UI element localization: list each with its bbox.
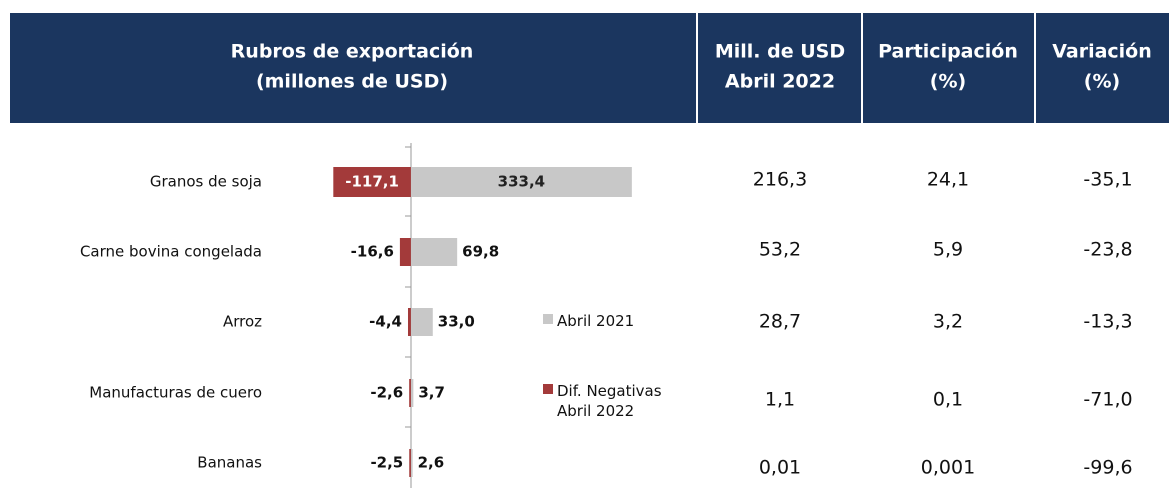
legend-label: Dif. Negativas Abril 2022: [557, 382, 662, 420]
cell: 5,9: [933, 239, 963, 261]
cell: 53,2: [759, 239, 801, 261]
cell: 216,3: [753, 169, 807, 191]
bar: [399, 238, 411, 266]
cell: -23,8: [1083, 239, 1132, 261]
value-label: -2,6: [370, 384, 403, 402]
header-text: (%): [930, 71, 966, 93]
bar: [410, 238, 458, 266]
cell: 3,2: [933, 311, 963, 333]
legend-swatch: [543, 384, 553, 394]
header-text: Mill. de USD: [715, 41, 845, 63]
value-label: 33,0: [438, 313, 475, 331]
header-bg: [10, 13, 1169, 123]
value-label: 3,7: [418, 384, 445, 402]
value-label: -117,1: [345, 173, 399, 191]
header-text: (millones de USD): [256, 71, 448, 93]
bar: [410, 167, 632, 197]
cell: -35,1: [1083, 169, 1132, 191]
bar: [407, 308, 411, 336]
value-label: 69,8: [462, 243, 499, 261]
category-label: Granos de soja: [150, 173, 262, 191]
category-label: Arroz: [223, 313, 262, 331]
bar: [410, 308, 433, 336]
value-label: -4,4: [369, 313, 402, 331]
legend-swatch: [543, 314, 553, 324]
cell: 0,1: [933, 389, 963, 411]
value-label: 2,6: [418, 454, 445, 472]
header-text: (%): [1084, 71, 1120, 93]
category-label: Bananas: [197, 454, 262, 472]
axis-ticks: [405, 146, 411, 428]
cell: 1,1: [765, 389, 795, 411]
cell: 0,01: [759, 457, 801, 479]
legend-label: Abril 2021: [557, 312, 635, 330]
cell: 28,7: [759, 311, 801, 333]
cell: -13,3: [1083, 311, 1132, 333]
cell: -71,0: [1083, 389, 1132, 411]
cell: 24,1: [927, 169, 969, 191]
bar: [410, 379, 414, 407]
bar: [409, 449, 411, 477]
header-text: Abril 2022: [725, 71, 835, 93]
cell: -99,6: [1083, 457, 1132, 479]
value-label: -2,5: [370, 454, 403, 472]
bar: [410, 449, 413, 477]
category-label: Manufacturas de cuero: [89, 384, 262, 402]
header-text: Variación: [1052, 41, 1152, 63]
bar: [409, 379, 411, 407]
category-label: Carne bovina congelada: [80, 243, 262, 261]
header-text: Rubros de exportación: [231, 41, 474, 63]
value-label: -16,6: [351, 243, 394, 261]
cell: 0,001: [921, 457, 975, 479]
header-text: Participación: [878, 41, 1018, 63]
value-label: 333,4: [498, 173, 545, 191]
bar: [333, 167, 411, 197]
